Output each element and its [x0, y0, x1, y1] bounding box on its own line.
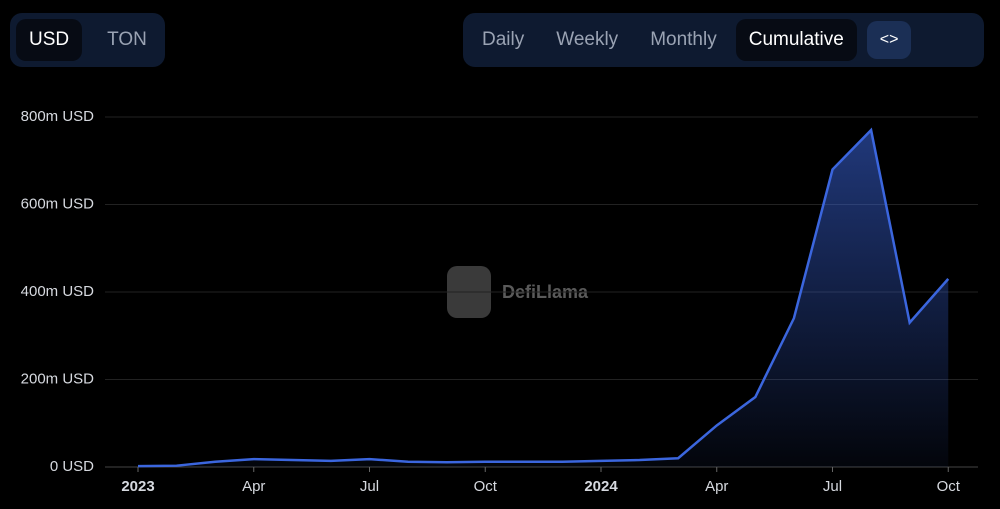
x-tick-label: Jul [823, 478, 842, 495]
y-tick-label: 800m USD [21, 108, 95, 125]
x-tick-label: Oct [937, 478, 961, 495]
y-tick-label: 200m USD [21, 370, 95, 387]
x-tick-label: Oct [474, 478, 498, 495]
x-tick-label: 2023 [121, 478, 154, 495]
x-tick-label: 2024 [584, 478, 618, 495]
y-tick-label: 600m USD [21, 195, 95, 212]
embed-button[interactable]: <> [866, 21, 912, 59]
line [137, 127, 950, 468]
currency-toggle: USD TON [10, 13, 165, 67]
cumulative-button[interactable]: Cumulative [735, 19, 857, 61]
x-tick-label: Apr [242, 478, 265, 495]
area [138, 130, 949, 467]
period-toggle: Daily Weekly Monthly Cumulative <> [463, 13, 984, 67]
usd-button[interactable]: USD [16, 19, 83, 61]
x-tick-label: Apr [705, 478, 728, 495]
x-tick-label: Jul [360, 478, 379, 495]
monthly-button[interactable]: Monthly [650, 29, 717, 50]
y-tick-label: 0 USD [50, 458, 94, 475]
y-tick-label: 400m USD [21, 283, 95, 300]
weekly-button[interactable]: Weekly [556, 29, 619, 50]
ton-button[interactable]: TON [107, 29, 147, 50]
daily-button[interactable]: Daily [482, 29, 525, 50]
